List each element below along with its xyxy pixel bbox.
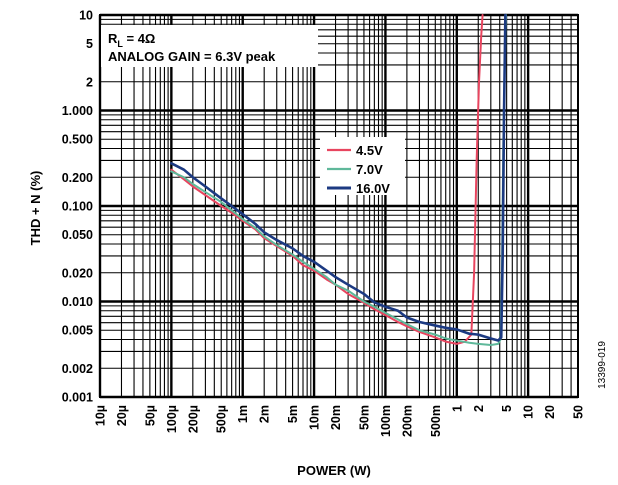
x-tick-label: 50 <box>572 405 586 419</box>
annotation-line-1: RL = 4Ω <box>108 31 155 49</box>
legend-label: 16.0V <box>356 181 390 196</box>
series-line-7-0v <box>170 14 508 347</box>
plot-frame <box>99 14 579 398</box>
y-tick-label: 0.100 <box>62 200 93 214</box>
x-tick-labels: 10µ 20µ 50µ 100µ 200µ 500µ 1m 2m 5m 10m 20m 50m 100m… <box>94 405 586 437</box>
legend: 4.5V 7.0V 16.0V <box>320 137 405 196</box>
x-tick-label: 10µ <box>94 405 108 426</box>
y-tick-label: 0.001 <box>62 391 93 405</box>
figure-id: 13399-019 <box>597 341 608 389</box>
x-tick-label: 1 <box>450 405 464 412</box>
x-tick-label: 2 <box>472 405 486 412</box>
y-axis-title: THD + N (%) <box>28 171 43 246</box>
annotation-line-2: ANALOG GAIN = 6.3V peak <box>108 49 276 64</box>
x-tick-label: 10m <box>308 405 322 430</box>
annotation-box: RL = 4Ω ANALOG GAIN = 6.3V peak <box>101 25 318 67</box>
y-tick-label: 0.500 <box>62 133 93 147</box>
x-tick-label: 20 <box>543 405 557 419</box>
y-tick-label: 5 <box>86 37 93 51</box>
x-tick-label: 5 <box>500 405 514 412</box>
y-tick-label: 0.002 <box>62 362 93 376</box>
x-tick-label: 10 <box>522 405 536 419</box>
x-tick-label: 20µ <box>115 405 129 426</box>
x-tick-label: 200m <box>400 405 414 437</box>
series-lines <box>170 13 508 347</box>
x-tick-label: 50m <box>357 405 371 430</box>
y-tick-label: 10 <box>79 9 93 23</box>
y-tick-label: 2 <box>86 75 93 89</box>
y-tick-label: 0.005 <box>62 324 93 338</box>
x-tick-label: 500m <box>429 405 443 437</box>
y-tick-labels: 10 5 2 1.000 0.500 0.200 0.100 0.050 0.020 0.010 0… <box>62 9 93 405</box>
x-tick-label: 200µ <box>186 405 200 433</box>
legend-label: 4.5V <box>356 143 383 158</box>
x-tick-label: 500µ <box>215 405 229 433</box>
y-tick-label: 0.020 <box>62 266 93 280</box>
x-tick-label: 100µ <box>165 405 179 433</box>
y-tick-label: 0.200 <box>62 171 93 185</box>
x-tick-label: 100m <box>379 405 393 437</box>
x-axis-title: POWER (W) <box>297 463 371 478</box>
y-tick-label: 0.010 <box>62 295 93 309</box>
y-tick-label: 0.050 <box>62 228 93 242</box>
x-tick-label: 5m <box>286 405 300 423</box>
x-tick-label: 20m <box>329 405 343 430</box>
legend-label: 7.0V <box>356 162 383 177</box>
x-tick-label: 50µ <box>143 405 157 426</box>
x-tick-label: 1m <box>236 405 250 423</box>
series-line-16-0v <box>170 13 507 342</box>
series-line-4-5v <box>170 14 484 345</box>
x-tick-label: 2m <box>258 405 272 423</box>
y-tick-label: 1.000 <box>62 104 93 118</box>
